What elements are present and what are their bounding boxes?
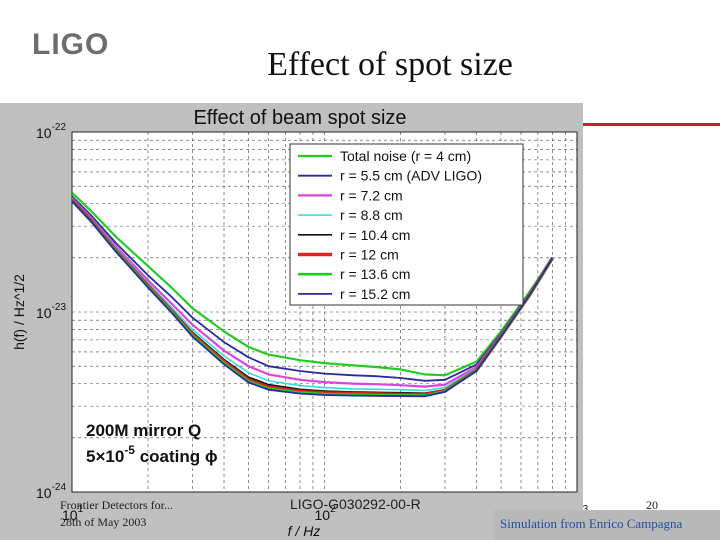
- y-tick-base: 10: [36, 125, 52, 141]
- footer-left-2: 28th of May 2003: [60, 515, 147, 529]
- annotation: 200M mirror Q 5×10-5 coating ϕ: [86, 421, 218, 466]
- footer-left-1: Frontier Detectors for...: [60, 498, 173, 512]
- ligo-logo: LIGO: [32, 28, 110, 61]
- x-tick-base: 10: [315, 507, 331, 523]
- plot-frame: [71, 131, 578, 493]
- y-tick-exponent: -22: [52, 122, 67, 133]
- legend-label: r = 5.5 cm (ADV LIGO): [340, 168, 482, 184]
- y-tick-exponent: -23: [52, 302, 67, 313]
- y-tick-base: 10: [36, 485, 52, 501]
- credit-text: Simulation from Enrico Campagna: [500, 516, 683, 531]
- annotation-base: 5×10: [86, 447, 124, 466]
- y-axis-label: h(f) / Hz^1/2: [11, 274, 27, 350]
- y-tick-label: 10-22: [36, 122, 66, 141]
- footer-center: LIGO-G030292-00-R: [290, 496, 421, 512]
- slide-title: Effect of spot size: [267, 46, 513, 83]
- y-tick-base: 10: [36, 305, 52, 321]
- series-line: [72, 191, 554, 377]
- x-tick-exponent: 3: [583, 504, 589, 515]
- x-tick-label: 102: [315, 504, 337, 523]
- series-line: [72, 195, 554, 382]
- accent-line: [583, 123, 720, 126]
- legend-box: [289, 143, 524, 306]
- y-tick-label: 10-24: [36, 482, 66, 501]
- y-tick-exponent: -24: [52, 482, 67, 493]
- x-tick-base: 10: [62, 507, 78, 523]
- legend-label: r = 13.6 cm: [340, 266, 410, 282]
- legend: Total noise (r = 4 cm) r = 5.5 cm (ADV LI…: [298, 148, 482, 302]
- y-tick-label: 10-23: [36, 302, 66, 321]
- legend-label: r = 7.2 cm: [340, 187, 403, 203]
- x-axis-label: f / Hz: [288, 523, 321, 539]
- x-tick-exponent: 2: [330, 504, 336, 515]
- x-tick-exponent: 1: [78, 504, 84, 515]
- legend-label: Total noise (r = 4 cm): [340, 148, 471, 164]
- annotation-exponent: -5: [124, 443, 135, 457]
- legend-label: r = 8.8 cm: [340, 207, 403, 223]
- chart-title: Effect of beam spot size: [193, 107, 406, 129]
- legend-label: r = 12 cm: [340, 247, 399, 263]
- series-line: [72, 200, 554, 398]
- legend-label: r = 10.4 cm: [340, 227, 410, 243]
- series-lines: [72, 191, 555, 398]
- annotation-line-1: 200M mirror Q: [86, 421, 201, 440]
- annotation-line-2: 5×10-5 coating ϕ: [86, 443, 218, 466]
- legend-label: r = 15.2 cm: [340, 286, 410, 302]
- page-number: 20: [646, 498, 658, 512]
- x-tick-label: 101: [62, 504, 84, 523]
- annotation-rest: coating ϕ: [135, 447, 218, 466]
- series-line: [72, 197, 554, 388]
- credit-box: Simulation from Enrico Campagna: [494, 510, 720, 540]
